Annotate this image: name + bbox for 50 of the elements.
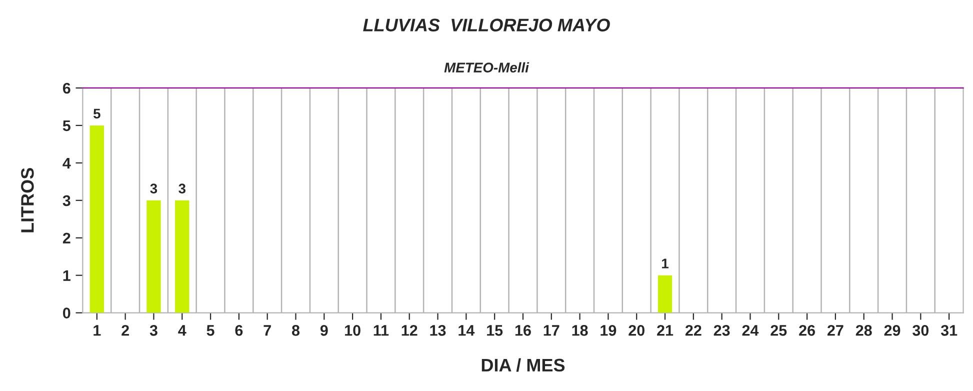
x-tick-label: 29 (884, 325, 900, 336)
bar (175, 200, 190, 313)
x-tick-label: 5 (206, 325, 214, 336)
bar (658, 275, 672, 313)
x-tick-label: 3 (150, 325, 158, 336)
y-tick-label: 5 (62, 120, 70, 132)
y-tick-label: 2 (62, 232, 70, 244)
x-tick-label: 31 (940, 325, 958, 336)
x-tick-label: 2 (122, 325, 129, 336)
y-tick-label: 3 (62, 195, 70, 206)
y-tick-label: 0 (63, 308, 70, 318)
x-tick-label: 19 (600, 325, 616, 336)
x-axis-title: DIA / MES (482, 358, 565, 372)
x-tick-label: 18 (572, 325, 588, 336)
x-tick-label: 11 (374, 325, 389, 336)
x-tick-label: 7 (264, 325, 271, 336)
x-tick-label: 8 (292, 325, 300, 336)
chart-title: LLUVIAS VILLOREJO MAYO (363, 18, 610, 32)
bar (146, 200, 161, 313)
x-tick-label: 4 (178, 325, 186, 336)
y-tick-label: 6 (62, 82, 70, 94)
x-tick-label: 16 (515, 325, 531, 336)
x-tick-label: 24 (742, 325, 759, 336)
x-tick-label: 13 (430, 325, 446, 336)
x-tick-label: 27 (827, 325, 844, 336)
x-tick-label: 15 (487, 325, 503, 336)
x-tick-label: 26 (799, 325, 815, 336)
data-label: 3 (150, 184, 158, 194)
x-tick-label: 14 (458, 325, 475, 336)
x-tick-label: 22 (685, 325, 702, 336)
data-label: 3 (178, 184, 186, 194)
x-tick-label: 21 (657, 325, 674, 336)
x-tick-label: 6 (235, 325, 243, 336)
data-label: 5 (93, 108, 100, 119)
y-tick-label: 4 (62, 158, 71, 168)
x-tick-label: 30 (912, 325, 929, 336)
y-axis-title: LITROS (21, 168, 34, 232)
x-tick-label: 17 (544, 325, 560, 336)
x-tick-label: 9 (320, 325, 328, 336)
data-label: 1 (662, 258, 668, 268)
x-tick-label: 12 (402, 325, 418, 336)
x-tick-label: 1 (94, 325, 101, 336)
x-tick-label: 10 (345, 325, 360, 336)
x-tick-label: 28 (856, 325, 872, 336)
y-tick-label: 1 (63, 270, 70, 281)
x-tick-label: 25 (770, 325, 787, 336)
chart-subtitle: METEO-Melli (444, 62, 530, 72)
bar (90, 125, 104, 313)
x-tick-label: 23 (714, 325, 730, 336)
x-tick-label: 20 (628, 325, 644, 336)
